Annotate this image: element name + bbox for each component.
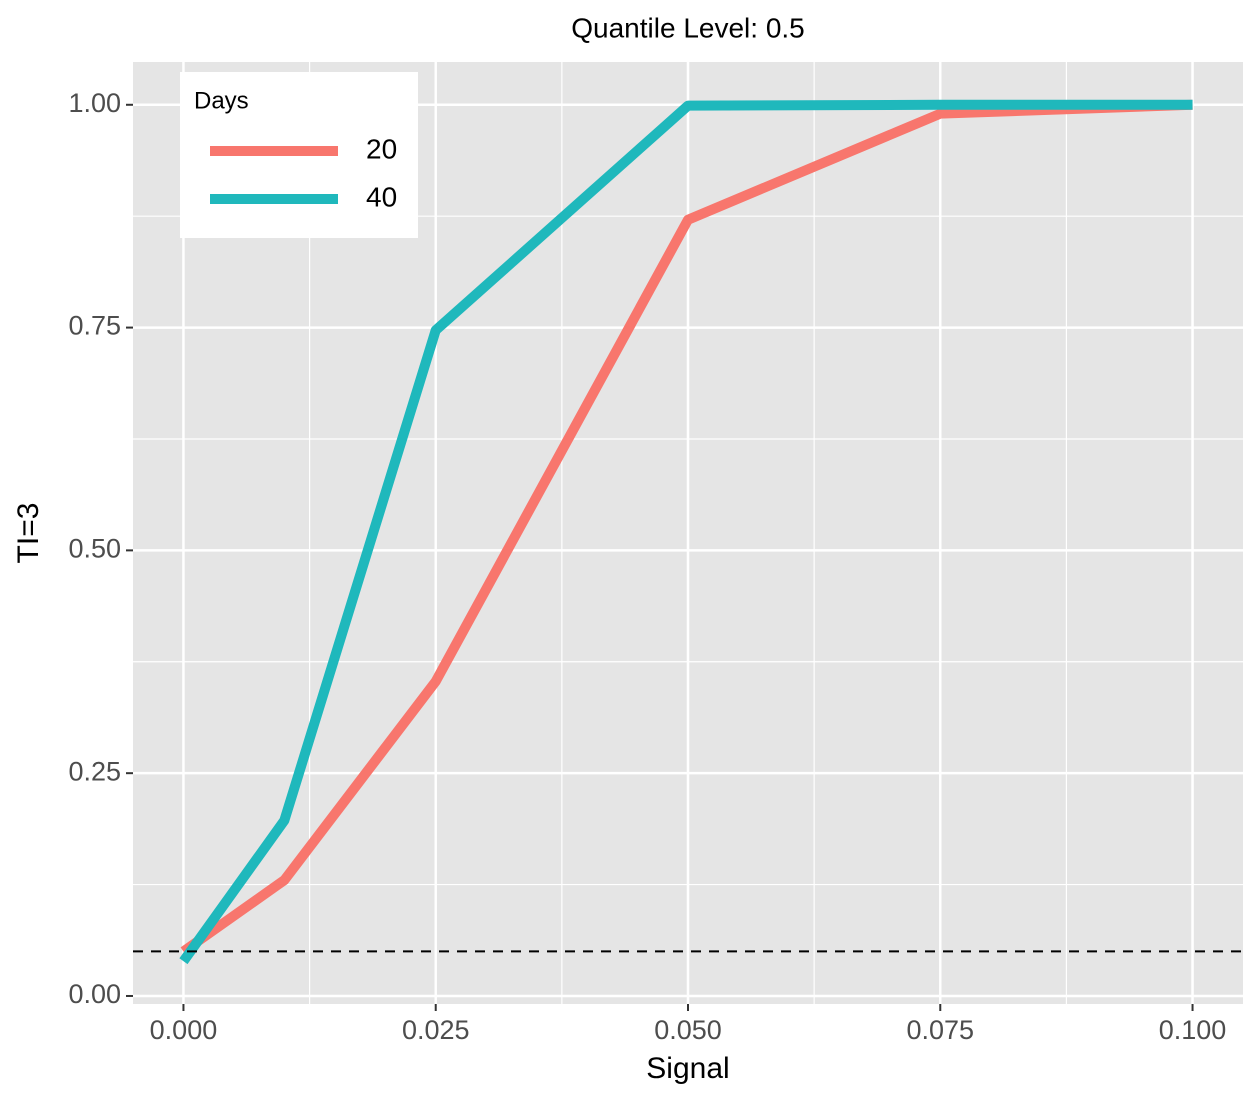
- legend: Days 20 40: [180, 72, 418, 238]
- legend-label: 40: [366, 181, 397, 212]
- y-tick-label: 1.00: [68, 88, 121, 118]
- x-tick-label: 0.050: [654, 1015, 722, 1045]
- y-tick-label: 0.25: [68, 756, 121, 786]
- lines: [133, 99, 1243, 965]
- series-line: [180, 99, 1193, 956]
- x-tick-label: 0.100: [1159, 1015, 1227, 1045]
- x-axis-title: Signal: [646, 1052, 729, 1085]
- series-line: [179, 99, 1193, 965]
- y-tick-label: 0.00: [68, 979, 121, 1009]
- x-tick-label: 0.075: [906, 1015, 974, 1045]
- x-tick-label: 0.000: [150, 1015, 218, 1045]
- y-tick-label: 0.50: [68, 534, 121, 564]
- legend-label: 20: [366, 133, 397, 164]
- y-axis-title: TI=3: [12, 503, 45, 564]
- legend-title: Days: [194, 87, 249, 114]
- chart-title: Quantile Level: 0.5: [571, 12, 805, 43]
- x-tick-label: 0.025: [402, 1015, 470, 1045]
- y-tick-label: 0.75: [68, 311, 121, 341]
